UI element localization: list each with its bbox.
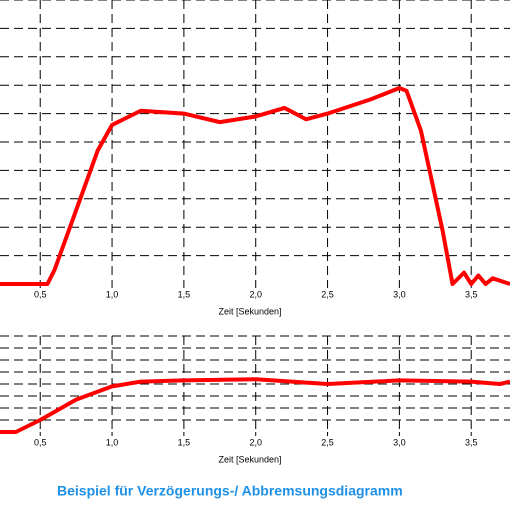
caption: Beispiel für Verzögerungs-/ Abbremsungsd…	[57, 483, 403, 499]
data-line	[0, 86, 510, 286]
x-tick-label: 3,0	[393, 437, 406, 447]
x-tick-label: 2,5	[321, 289, 334, 299]
x-tick-label: 0,5	[34, 437, 47, 447]
x-tick-label: 3,5	[465, 437, 478, 447]
x-tick-label: 2,5	[321, 437, 334, 447]
x-axis-label: Zeit [Sekunden]	[218, 454, 281, 464]
x-tick-label: 0,5	[34, 289, 47, 299]
data-line	[0, 377, 510, 434]
x-axis-label: Zeit [Sekunden]	[218, 306, 281, 316]
x-tick-label: 3,0	[393, 289, 406, 299]
x-tick-label: 2,0	[249, 289, 262, 299]
x-tick-label: 1,0	[106, 437, 119, 447]
x-tick-label: 2,0	[249, 437, 262, 447]
x-tick-label: 1,5	[178, 289, 191, 299]
x-tick-label: 1,0	[106, 289, 119, 299]
x-tick-label: 3,5	[465, 289, 478, 299]
x-tick-label: 1,5	[178, 437, 191, 447]
